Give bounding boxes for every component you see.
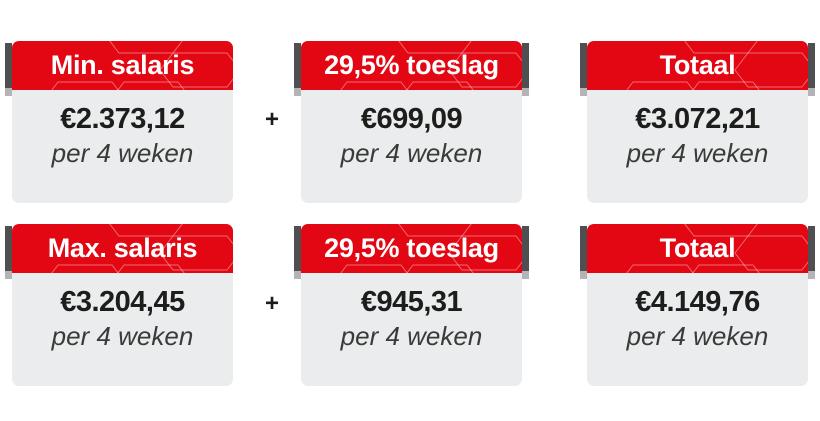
amount-value: €4.149,76 (635, 286, 760, 318)
period-label: per 4 weken (340, 321, 483, 351)
card-header: Min. salaris (12, 41, 233, 90)
amount-value: €699,09 (360, 103, 463, 135)
amount-value: €945,31 (360, 286, 463, 318)
card-body: €3.072,21 per 4 weken (587, 90, 808, 203)
card-header-label: Max. salaris (47, 233, 198, 263)
plus-operator: + (264, 106, 279, 133)
ribbon-fold-left (5, 226, 12, 279)
card-header: Max. salaris (12, 224, 233, 273)
card-max-salaris: Max. salaris €3.204,45 per 4 weken (5, 224, 233, 386)
period-label: per 4 weken (51, 138, 194, 168)
ribbon-fold-left (294, 43, 301, 96)
period-label: per 4 weken (51, 321, 194, 351)
ribbon-fold-right (522, 43, 529, 96)
card-header-label: Totaal (659, 50, 736, 80)
amount-value: €2.373,12 (60, 103, 185, 135)
ribbon-fold-left (580, 226, 587, 279)
card-header: Totaal (587, 224, 808, 273)
card-max-toeslag: 29,5% toeslag €945,31 per 4 weken (294, 224, 529, 386)
card-min-toeslag: 29,5% toeslag €699,09 per 4 weken (294, 41, 529, 203)
card-header: Totaal (587, 41, 808, 90)
card-min-totaal: Totaal €3.072,21 per 4 weken (580, 41, 815, 203)
card-body: €3.204,45 per 4 weken (12, 273, 233, 386)
card-header-label: 29,5% toeslag (324, 233, 499, 263)
plus-operator: + (264, 290, 279, 317)
amount-value: €3.072,21 (635, 103, 760, 135)
card-header-label: Totaal (659, 233, 736, 263)
ribbon-fold-right (808, 43, 815, 96)
card-header: 29,5% toeslag (301, 41, 522, 90)
amount-value: €3.204,45 (60, 286, 185, 318)
period-label: per 4 weken (340, 138, 483, 168)
card-body: €4.149,76 per 4 weken (587, 273, 808, 386)
card-header-label: 29,5% toeslag (324, 50, 499, 80)
period-label: per 4 weken (626, 321, 769, 351)
ribbon-fold-left (294, 226, 301, 279)
card-min-salaris: Min. salaris €2.373,12 per 4 weken (5, 41, 233, 203)
card-body: €699,09 per 4 weken (301, 90, 522, 203)
ribbon-fold-right (522, 226, 529, 279)
ribbon-fold-right (808, 226, 815, 279)
card-max-totaal: Totaal €4.149,76 per 4 weken (580, 224, 815, 386)
ribbon-fold-left (580, 43, 587, 96)
period-label: per 4 weken (626, 138, 769, 168)
ribbon-fold-left (5, 43, 12, 96)
card-body: €2.373,12 per 4 weken (12, 90, 233, 203)
card-header-label: Min. salaris (50, 50, 195, 80)
card-body: €945,31 per 4 weken (301, 273, 522, 386)
card-header: 29,5% toeslag (301, 224, 522, 273)
